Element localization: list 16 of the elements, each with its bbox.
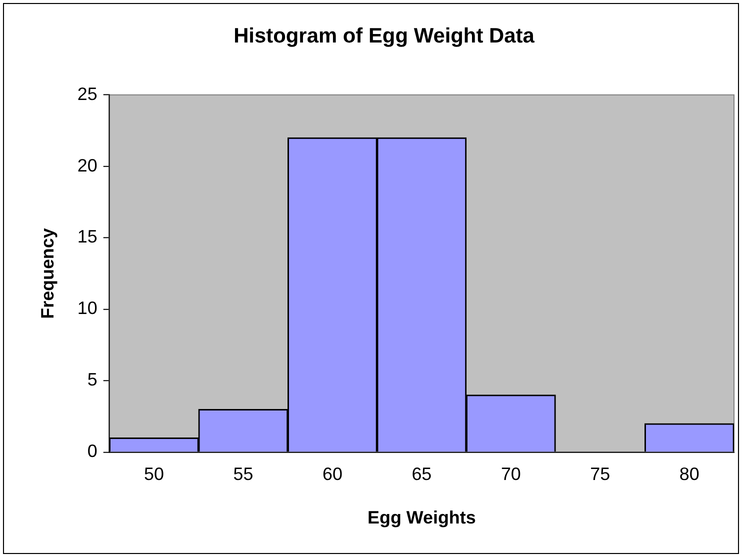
y-tick-label: 10 xyxy=(77,298,98,318)
x-tick-label: 75 xyxy=(590,464,610,484)
x-tick-label: 55 xyxy=(233,464,254,484)
x-tick-label: 50 xyxy=(144,464,164,484)
x-axis-title: Egg Weights xyxy=(368,507,476,528)
y-tick-label: 0 xyxy=(87,441,98,462)
y-tick-label: 25 xyxy=(77,84,98,104)
y-axis-title: Frequency xyxy=(38,228,58,319)
x-tick-label: 80 xyxy=(679,464,700,484)
y-tick-label: 5 xyxy=(87,370,98,390)
chart-title: Histogram of Egg Weight Data xyxy=(234,24,535,48)
x-tick-label: 60 xyxy=(322,464,342,484)
y-tick-label: 15 xyxy=(77,226,98,247)
x-tick-label: 65 xyxy=(412,464,432,484)
y-tick-label: 20 xyxy=(77,155,98,176)
x-tick-label: 70 xyxy=(500,464,521,484)
